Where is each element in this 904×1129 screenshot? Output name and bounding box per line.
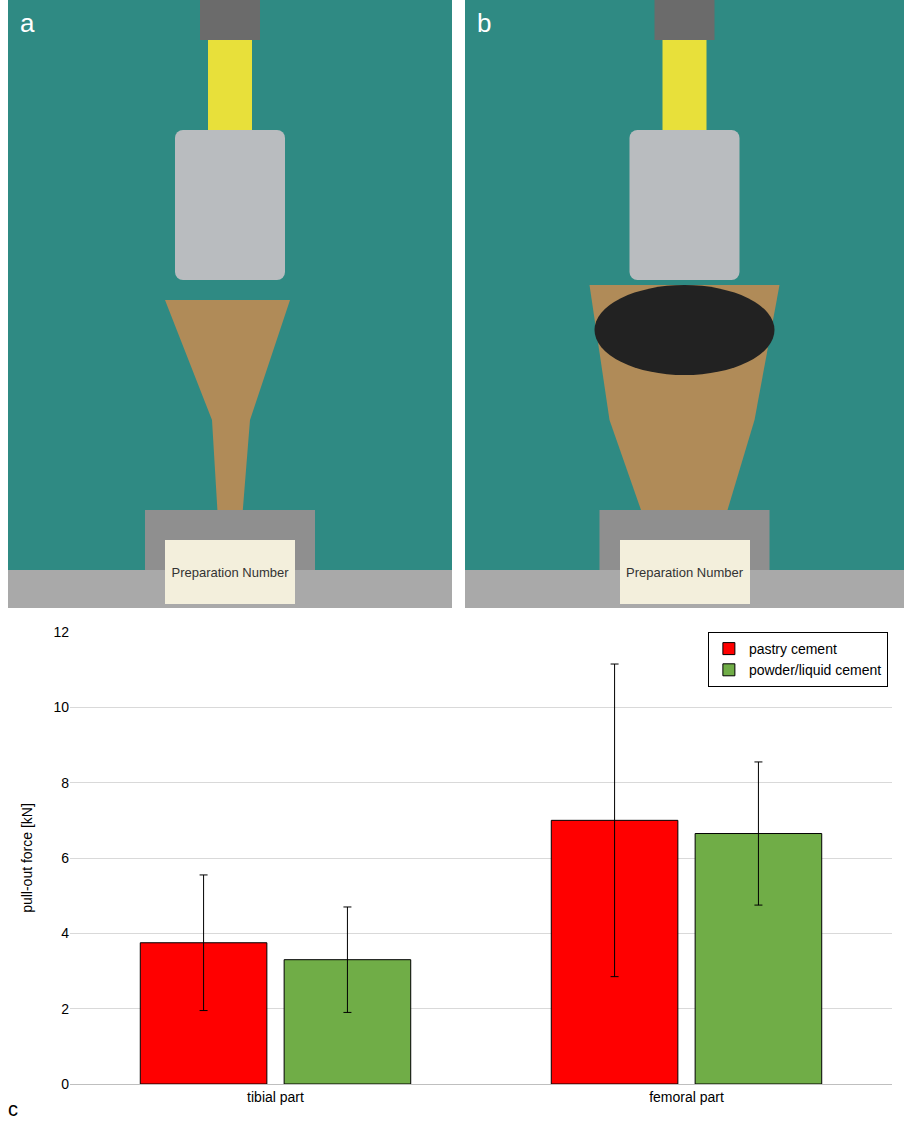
html-text:Preparation Number: Preparation Number <box>171 564 289 580</box>
svg-text:6: 6 <box>61 850 69 866</box>
svg-text:12: 12 <box>53 624 69 640</box>
html-text:c: c <box>8 1098 18 1120</box>
html-text:a: a <box>20 8 35 38</box>
svg-text:4: 4 <box>61 925 69 941</box>
svg-text:0: 0 <box>61 1076 69 1092</box>
html-text:Preparation Number: Preparation Number <box>626 564 743 580</box>
svg-text:femoral part: femoral part <box>649 1089 724 1105</box>
svg-text:pull-out force [kN]: pull-out force [kN] <box>19 803 35 913</box>
svg-text:pastry cement: pastry cement <box>749 641 837 657</box>
svg-text:8: 8 <box>61 775 69 791</box>
svg-text:powder/liquid cement: powder/liquid cement <box>749 662 881 678</box>
svg-text:tibial part: tibial part <box>247 1089 304 1105</box>
svg-text:10: 10 <box>53 699 69 715</box>
svg-text:2: 2 <box>61 1001 69 1017</box>
html-text:b: b <box>477 8 492 38</box>
